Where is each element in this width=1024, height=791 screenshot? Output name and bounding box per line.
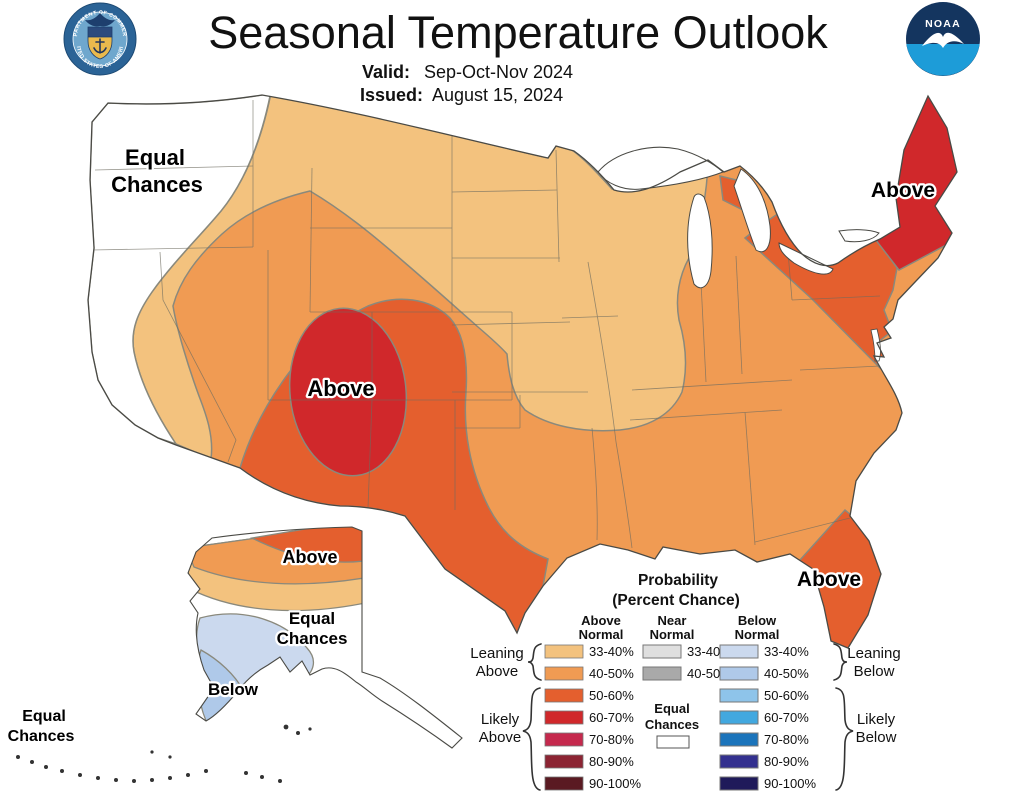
legend-swatch-above-1 — [544, 666, 584, 681]
legend-label-above-1: 40-50% — [589, 666, 634, 681]
label-nw-equal: Equal — [125, 145, 185, 170]
legend-col-above-header2: Normal — [579, 627, 624, 642]
legend-col-below-header2: Normal — [735, 627, 780, 642]
legend-group-likely-above-2: Above — [479, 729, 522, 746]
legend-swatch-near-0 — [642, 644, 682, 659]
legend-swatch-above-6 — [544, 776, 584, 791]
legend-col-near-header2: Normal — [650, 627, 695, 642]
commerce-seal-icon: DEPARTMENT OF COMMERCE UNITED STATES OF … — [63, 2, 137, 76]
label-alaska-equal: Equal — [289, 609, 335, 628]
region-above-60-70-fourcorners — [288, 307, 408, 477]
legend-label-below-3: 60-70% — [764, 710, 809, 725]
valid-value: Sep-Oct-Nov 2024 — [424, 62, 573, 82]
label-center-above: Above — [307, 376, 374, 401]
legend-swatch-below-5 — [719, 754, 759, 769]
header: Seasonal Temperature Outlook Valid: Sep-O… — [208, 7, 828, 105]
legend-swatch-above-5 — [544, 754, 584, 769]
legend-label-above-5: 80-90% — [589, 754, 634, 769]
legend-label-below-4: 70-80% — [764, 732, 809, 747]
shield-top — [87, 26, 113, 38]
legend-group-likely-below-1: Likely — [857, 711, 896, 728]
legend-braces — [522, 643, 854, 791]
legend-col-near-header: Near — [658, 613, 687, 628]
legend-equal-chances-line2: Chances — [645, 717, 699, 732]
legend-title-line2: (Percent Chance) — [612, 592, 739, 609]
legend-swatch-above-3 — [544, 710, 584, 725]
lake-erie — [778, 242, 834, 275]
label-florida-above: Above — [797, 568, 861, 591]
legend-swatch-above-2 — [544, 688, 584, 703]
legend-group-leaning-below-1: Leaning — [847, 645, 900, 662]
legend-equal-chances-line1: Equal — [654, 701, 689, 716]
legend-swatch-above-0 — [544, 644, 584, 659]
legend-swatch-below-3 — [719, 710, 759, 725]
brace-leaning-below — [833, 643, 848, 681]
label-nw-chances: Chances — [111, 172, 203, 197]
page-title: Seasonal Temperature Outlook — [208, 7, 828, 58]
legend-label-above-3: 60-70% — [589, 710, 634, 725]
legend: Probability (Percent Chance) Above Norma… — [470, 572, 900, 791]
label-alaska-above: Above — [282, 547, 337, 567]
legend-label-above-2: 50-60% — [589, 688, 634, 703]
brace-likely-below — [835, 687, 854, 791]
legend-swatch-below-4 — [719, 732, 759, 747]
issued-value: August 15, 2024 — [432, 85, 563, 105]
legend-swatch-below-2 — [719, 688, 759, 703]
legend-group-leaning-above-2: Above — [476, 663, 519, 680]
issued-label: Issued: — [360, 85, 423, 105]
issued-line: Issued: August 15, 2024 — [360, 85, 563, 105]
lake-huron — [733, 168, 771, 253]
label-alaska-below: Below — [208, 680, 259, 699]
legend-below-rows: 33-40% 40-50% 50-60% 60-70% 70-80% 80-90… — [719, 644, 816, 791]
seagull-icon — [922, 32, 964, 48]
noaa-text: NOAA — [925, 18, 961, 30]
legend-label-below-0: 33-40% — [764, 644, 809, 659]
legend-swatch-near-1 — [642, 666, 682, 681]
legend-label-above-4: 70-80% — [589, 732, 634, 747]
anchor-icon — [93, 38, 107, 54]
legend-swatch-below-0 — [719, 644, 759, 659]
brace-likely-above — [522, 687, 541, 791]
lake-michigan — [687, 193, 713, 289]
legend-swatch-below-6 — [719, 776, 759, 791]
valid-label: Valid: — [362, 62, 410, 82]
brace-leaning-above — [527, 643, 542, 681]
legend-col-below-header: Below — [738, 613, 777, 628]
aleutian-islands — [16, 724, 312, 783]
legend-swatch-above-4 — [544, 732, 584, 747]
label-aleutian-chances: Chances — [8, 728, 75, 745]
legend-swatch-equal-chances — [656, 735, 690, 749]
legend-title-line1: Probability — [638, 572, 718, 589]
label-northeast-above: Above — [871, 179, 935, 202]
legend-group-likely-above-1: Likely — [481, 711, 520, 728]
valid-line: Valid: Sep-Oct-Nov 2024 — [362, 62, 573, 82]
label-aleutian-equal: Equal — [22, 708, 66, 725]
legend-label-below-1: 40-50% — [764, 666, 809, 681]
great-lakes — [597, 146, 881, 362]
noaa-logo-icon: NOAA — [906, 2, 980, 76]
alaska-map: Above Equal Chances Below Equal Chances — [5, 526, 463, 783]
conus-map: Equal Chances Above Above Above — [87, 94, 958, 649]
eagle-icon — [85, 13, 115, 27]
legend-above-rows: 33-40% 40-50% 50-60% 60-70% 70-80% 80-90… — [544, 644, 641, 791]
label-alaska-chances: Chances — [277, 629, 348, 648]
legend-group-leaning-below-2: Below — [854, 663, 895, 680]
legend-label-below-5: 80-90% — [764, 754, 809, 769]
lake-ontario — [838, 229, 880, 243]
legend-swatch-below-1 — [719, 666, 759, 681]
legend-label-below-6: 90-100% — [764, 776, 816, 791]
legend-label-above-6: 90-100% — [589, 776, 641, 791]
legend-group-leaning-above-1: Leaning — [470, 645, 523, 662]
legend-near-rows: 33-40% 40-50% Equal Chances — [642, 644, 732, 749]
legend-label-below-2: 50-60% — [764, 688, 809, 703]
legend-group-likely-below-2: Below — [856, 729, 897, 746]
legend-col-above-header: Above — [581, 613, 621, 628]
legend-label-above-0: 33-40% — [589, 644, 634, 659]
chesapeake-bay — [870, 328, 881, 362]
